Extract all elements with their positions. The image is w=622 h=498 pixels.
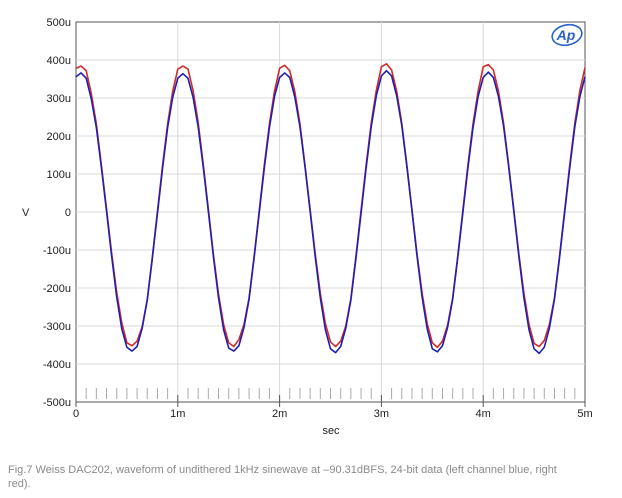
ap-logo-icon: Ap: [551, 23, 583, 47]
y-tick-labels: 500u 400u 300u 200u 100u 0 -100u -200u -300u -400…: [43, 17, 71, 409]
y-tick-label: -200u: [43, 283, 71, 295]
y-tick-label: 400u: [47, 55, 71, 67]
y-tick-label: 200u: [47, 131, 71, 143]
x-tick-label: 4m: [476, 408, 491, 420]
x-axis-title: sec: [322, 425, 340, 437]
y-tick-label: -400u: [43, 359, 71, 371]
minor-ticks: [75, 388, 586, 407]
grid: [76, 22, 585, 402]
x-tick-label: 5m: [577, 408, 592, 420]
x-tick-labels: 0 1m 2m 3m 4m 5m: [73, 408, 593, 420]
series-lines: [75, 62, 586, 355]
x-tick-label: 1m: [170, 408, 185, 420]
figure-caption: Fig.7 Weiss DAC202, waveform of undither…: [8, 464, 557, 490]
y-tick-label: 100u: [47, 169, 71, 181]
y-tick-label: 0: [65, 207, 71, 219]
series-line-2: [75, 69, 586, 355]
y-axis-title: V: [22, 207, 30, 219]
x-tick-label: 2m: [272, 408, 287, 420]
y-tick-label: -300u: [43, 321, 71, 333]
ap-logo-text: Ap: [556, 27, 576, 43]
y-tick-label: -500u: [43, 397, 71, 409]
y-tick-label: 500u: [47, 17, 71, 29]
x-tick-label: 0: [73, 408, 79, 420]
y-tick-label: 300u: [47, 93, 71, 105]
y-tick-label: -100u: [43, 245, 71, 257]
x-tick-label: 3m: [374, 408, 389, 420]
